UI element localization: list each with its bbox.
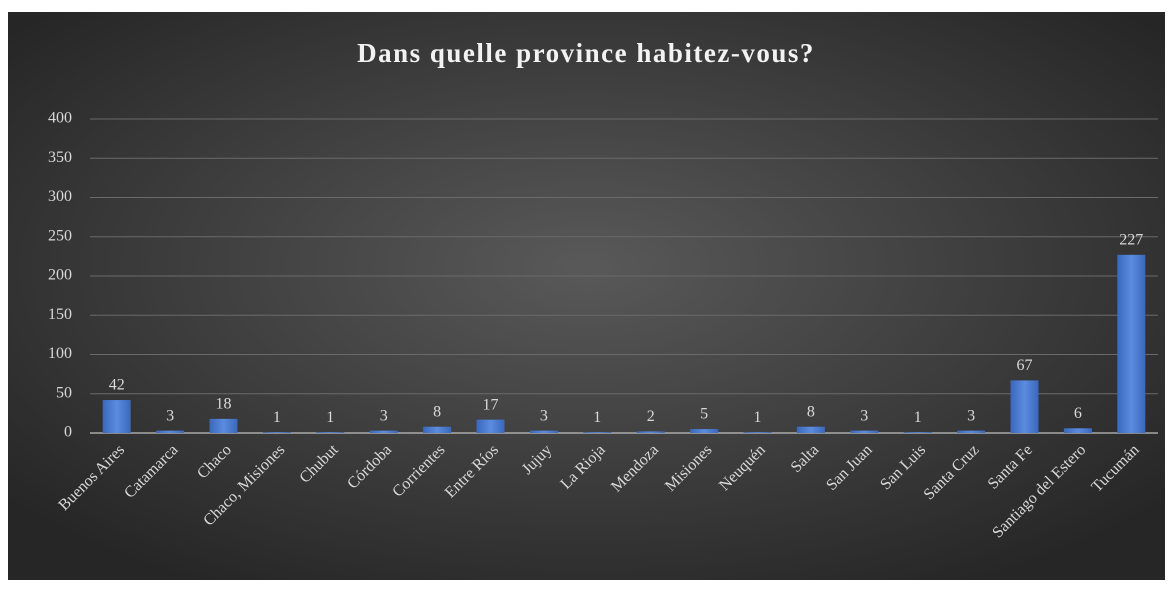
y-tick-label: 150 [48, 306, 72, 323]
bar [262, 432, 291, 433]
data-label: 8 [807, 403, 815, 420]
y-tick-label: 50 [56, 384, 72, 401]
bar [529, 430, 558, 433]
y-tick-label: 250 [48, 227, 72, 244]
bar [423, 426, 452, 433]
chart-title: Dans quelle province habitez-vous? [357, 38, 815, 68]
y-tick-label: 0 [64, 424, 72, 441]
data-label: 1 [593, 409, 601, 426]
bar [369, 430, 398, 433]
bar [636, 431, 665, 433]
y-tick-label: 350 [48, 149, 72, 166]
data-label: 67 [1017, 357, 1033, 374]
data-label: 3 [166, 407, 174, 424]
data-label: 17 [483, 396, 499, 413]
bar [957, 430, 986, 433]
data-label: 3 [967, 407, 975, 424]
bar [316, 432, 345, 433]
data-label: 2 [647, 408, 655, 425]
bar [903, 432, 932, 433]
data-label: 3 [540, 407, 548, 424]
bar [1010, 380, 1039, 433]
bar [796, 426, 825, 433]
bar [156, 430, 185, 433]
data-label: 3 [860, 407, 868, 424]
data-label: 42 [109, 377, 125, 394]
bar [209, 418, 238, 433]
bar [102, 400, 131, 433]
chart-background [8, 12, 1165, 580]
data-label: 3 [380, 407, 388, 424]
data-label: 6 [1074, 405, 1082, 422]
y-tick-label: 100 [48, 345, 72, 362]
bar [1063, 428, 1092, 433]
bar [1117, 254, 1146, 433]
bar [583, 432, 612, 433]
bar [743, 432, 772, 433]
data-label: 5 [700, 406, 708, 423]
data-label: 1 [754, 409, 762, 426]
data-label: 18 [216, 396, 232, 413]
data-label: 1 [914, 409, 922, 426]
data-label: 1 [326, 409, 334, 426]
bar [690, 429, 719, 433]
y-tick-label: 200 [48, 267, 72, 284]
y-tick-label: 300 [48, 188, 72, 205]
bar [850, 430, 879, 433]
data-label: 227 [1119, 231, 1143, 248]
data-label: 1 [273, 409, 281, 426]
y-tick-label: 400 [48, 110, 72, 127]
data-label: 8 [433, 403, 441, 420]
bar [476, 419, 505, 433]
